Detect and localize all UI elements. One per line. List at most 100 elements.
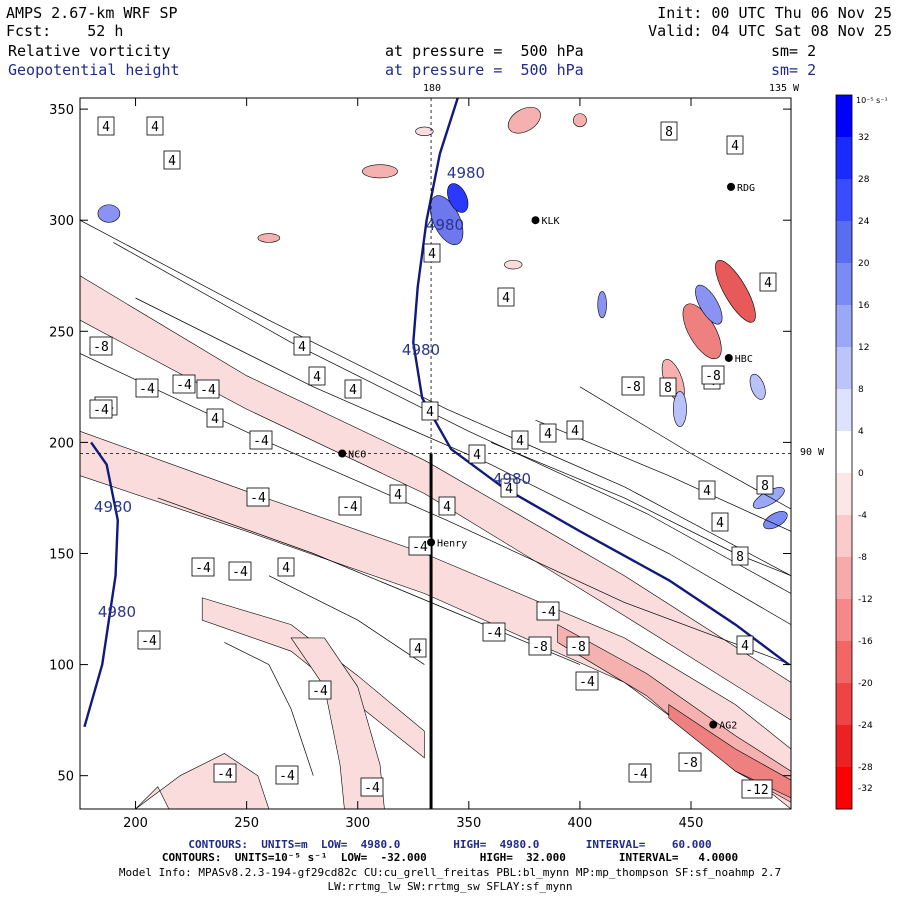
vorticity-shading [80, 106, 791, 809]
contour-label-pos4: 4 [146, 116, 164, 136]
gh-contour-label: 4980 [402, 341, 440, 359]
colorbar-tick-label: 8 [858, 385, 864, 395]
colorbar-segment [836, 263, 852, 306]
svg-text:-4: -4 [279, 769, 295, 784]
contour-label-neg4: -4 [408, 536, 432, 556]
svg-text:-8: -8 [682, 756, 698, 771]
gh-contour-label: 4980 [98, 603, 136, 621]
colorbar-tick-label: 24 [858, 217, 870, 227]
svg-text:-4: -4 [540, 605, 556, 620]
x-tick-label: 400 [568, 816, 593, 831]
valid-time: Valid: 04 UTC Sat 08 Nov 25 [648, 22, 892, 40]
svg-text:4: 4 [505, 482, 513, 497]
contour-label-neg4: -4 [172, 374, 196, 394]
contour-label-pos8: 8 [756, 475, 774, 495]
vorticity-blob [97, 204, 121, 223]
vorticity-contour-line [268, 575, 425, 665]
contour-label-pos8: 8 [659, 377, 677, 397]
svg-text:4: 4 [282, 561, 290, 576]
svg-text:4: 4 [516, 434, 524, 449]
vorticity-contour-line [157, 497, 581, 665]
svg-text:KLK: KLK [541, 216, 559, 227]
station-markers: NCO Henry KLK RDG HBC AG2 [338, 182, 755, 732]
vorticity-blob [507, 106, 541, 134]
contour-label-neg4: -4 [338, 496, 362, 516]
x-tick-label: 200 [123, 816, 148, 831]
footer-model-info-2: LW:rrtmg_lw SW:rrtmg_sw SFLAY:sf_mynn [327, 880, 573, 893]
colorbar-segment [836, 179, 852, 222]
station-hbc: HBC [724, 353, 753, 365]
contour-label-neg8: -8 [528, 636, 552, 656]
svg-text:4: 4 [741, 639, 749, 654]
svg-text:NCO: NCO [348, 450, 366, 461]
svg-text:-8: -8 [570, 640, 586, 655]
vorticity-blob [504, 259, 523, 270]
contour-label-pos4: 4 [468, 444, 486, 464]
svg-text:4: 4 [211, 412, 219, 427]
colorbar-frame [835, 94, 853, 810]
svg-text:-4: -4 [93, 403, 109, 418]
contour-label-neg8: -8 [701, 365, 725, 385]
contour-label-neg4: -4 [137, 630, 161, 650]
vorticity-contour-line [113, 242, 791, 594]
station-ag2: AG2 [709, 720, 737, 732]
vorticity-contour-line [80, 353, 791, 665]
contour-label-pos4: 4 [759, 272, 777, 292]
svg-text:8: 8 [665, 125, 673, 140]
colorbar-segment [836, 137, 852, 180]
contour-label-neg4: -4 [536, 601, 560, 621]
footer-gh-contours: CONTOURS: UNITS=m LOW= 4980.0 HIGH= 4980… [188, 838, 712, 851]
station-rdg: RDG [727, 182, 755, 194]
svg-text:4: 4 [394, 488, 402, 503]
svg-text:-4: -4 [312, 684, 328, 699]
svg-text:4: 4 [764, 276, 772, 291]
contour-label-neg4: -4 [89, 399, 113, 419]
vorticity-contour-line [80, 219, 791, 577]
vorticity-contours [80, 219, 791, 776]
svg-text:4: 4 [102, 120, 110, 135]
colorbar-tick-label: -28 [858, 763, 873, 773]
svg-text:-8: -8 [625, 380, 641, 395]
svg-text:-4: -4 [342, 500, 358, 515]
x-tick-label: 250 [234, 816, 259, 831]
colorbar-tick-label: 0 [858, 469, 864, 479]
contour-label-neg4: -4 [308, 680, 332, 700]
vorticity-blob [682, 303, 722, 360]
fcst-label: Fcst: [6, 22, 52, 40]
svg-text:-4: -4 [200, 383, 216, 398]
svg-text:4: 4 [349, 383, 357, 398]
svg-text:-4: -4 [632, 767, 648, 782]
colorbar-unit-label: 10⁻⁵ s⁻¹ [856, 96, 888, 105]
svg-text:-8: -8 [93, 340, 109, 355]
svg-text:-4: -4 [486, 626, 502, 641]
colorbar-segment [836, 641, 852, 684]
svg-text:4: 4 [703, 484, 711, 499]
x-tick-label: 300 [345, 816, 370, 831]
colorbar-tick-label: -20 [858, 679, 873, 689]
station-nco: NCO [338, 449, 366, 461]
svg-text:4: 4 [502, 291, 510, 306]
colorbar-tick-label: 28 [858, 175, 870, 185]
svg-text:-4: -4 [253, 434, 269, 449]
colorbar-tick-label: -4 [858, 511, 867, 521]
contour-label-neg4: -4 [196, 379, 220, 399]
contour-label-pos4: 4 [500, 478, 518, 498]
colorbar-segment [836, 515, 852, 558]
vorticity-contour-line [224, 642, 314, 776]
field1-name: Relative vorticity [8, 42, 171, 60]
contour-label-pos4: 4 [497, 287, 515, 307]
colorbar-segment [836, 221, 852, 264]
contour-label-pos4: 4 [97, 116, 115, 136]
vorticity-blob [257, 233, 281, 243]
contour-label-pos4: 4 [409, 638, 427, 658]
svg-text:4: 4 [731, 139, 739, 154]
svg-text:4: 4 [168, 154, 176, 169]
field2-name: Geopotential height [8, 61, 180, 79]
field2-level: at pressure = 500 hPa [385, 61, 584, 79]
contour-label-pos4: 4 [511, 430, 529, 450]
vorticity-blob [597, 291, 607, 319]
contour-label-pos4: 4 [389, 484, 407, 504]
y-tick-label: 250 [49, 325, 74, 340]
svg-text:8: 8 [761, 479, 769, 494]
contour-label-neg8: -8 [566, 636, 590, 656]
